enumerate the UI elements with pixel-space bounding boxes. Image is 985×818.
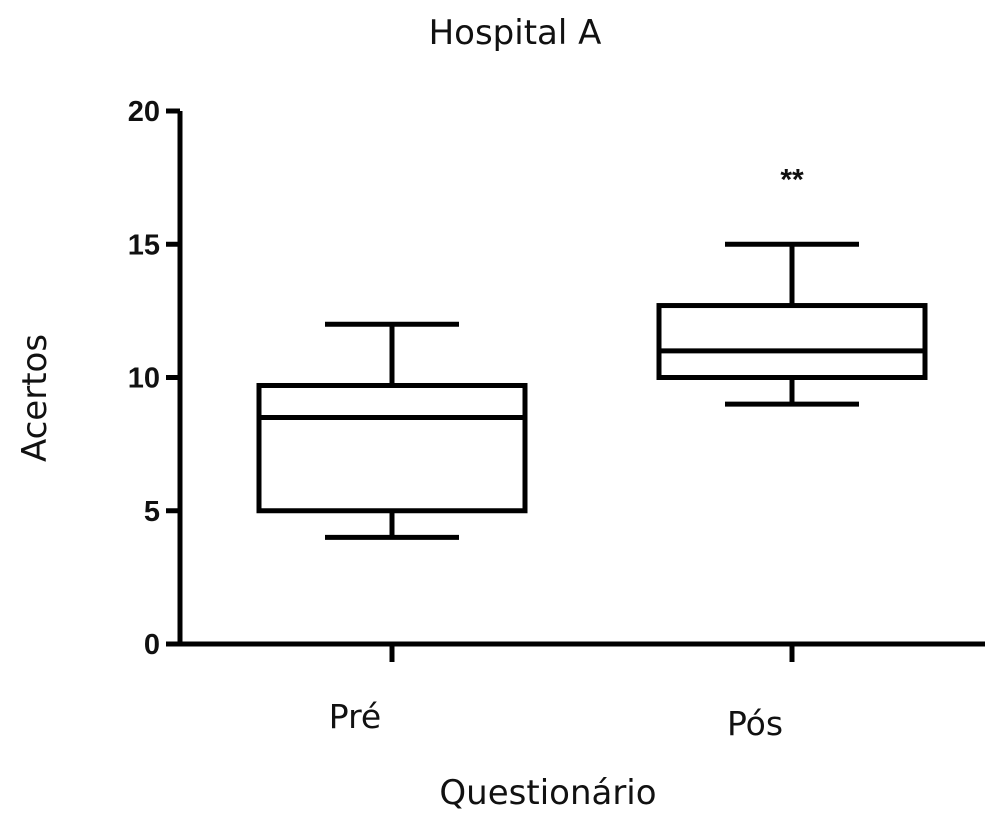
x-category-label: Pré: [329, 697, 381, 736]
y-tick-label: 5: [144, 496, 160, 528]
chart-title: Hospital A: [429, 13, 602, 53]
box-iqr: [256, 382, 528, 514]
x-category-label: Pós: [727, 704, 783, 743]
y-tick-label: 0: [144, 629, 160, 661]
y-tick-label: 20: [128, 96, 160, 128]
y-axis-label: Acertos: [15, 334, 55, 462]
y-tick-label: 10: [128, 363, 160, 395]
y-tick-label: 15: [128, 229, 160, 261]
box-iqr: [656, 303, 928, 381]
significance-marker: **: [780, 164, 804, 197]
plot-area: 0 5 10 15 20 Pré Pós **: [128, 96, 985, 743]
x-axis-label: Questionário: [439, 773, 656, 813]
